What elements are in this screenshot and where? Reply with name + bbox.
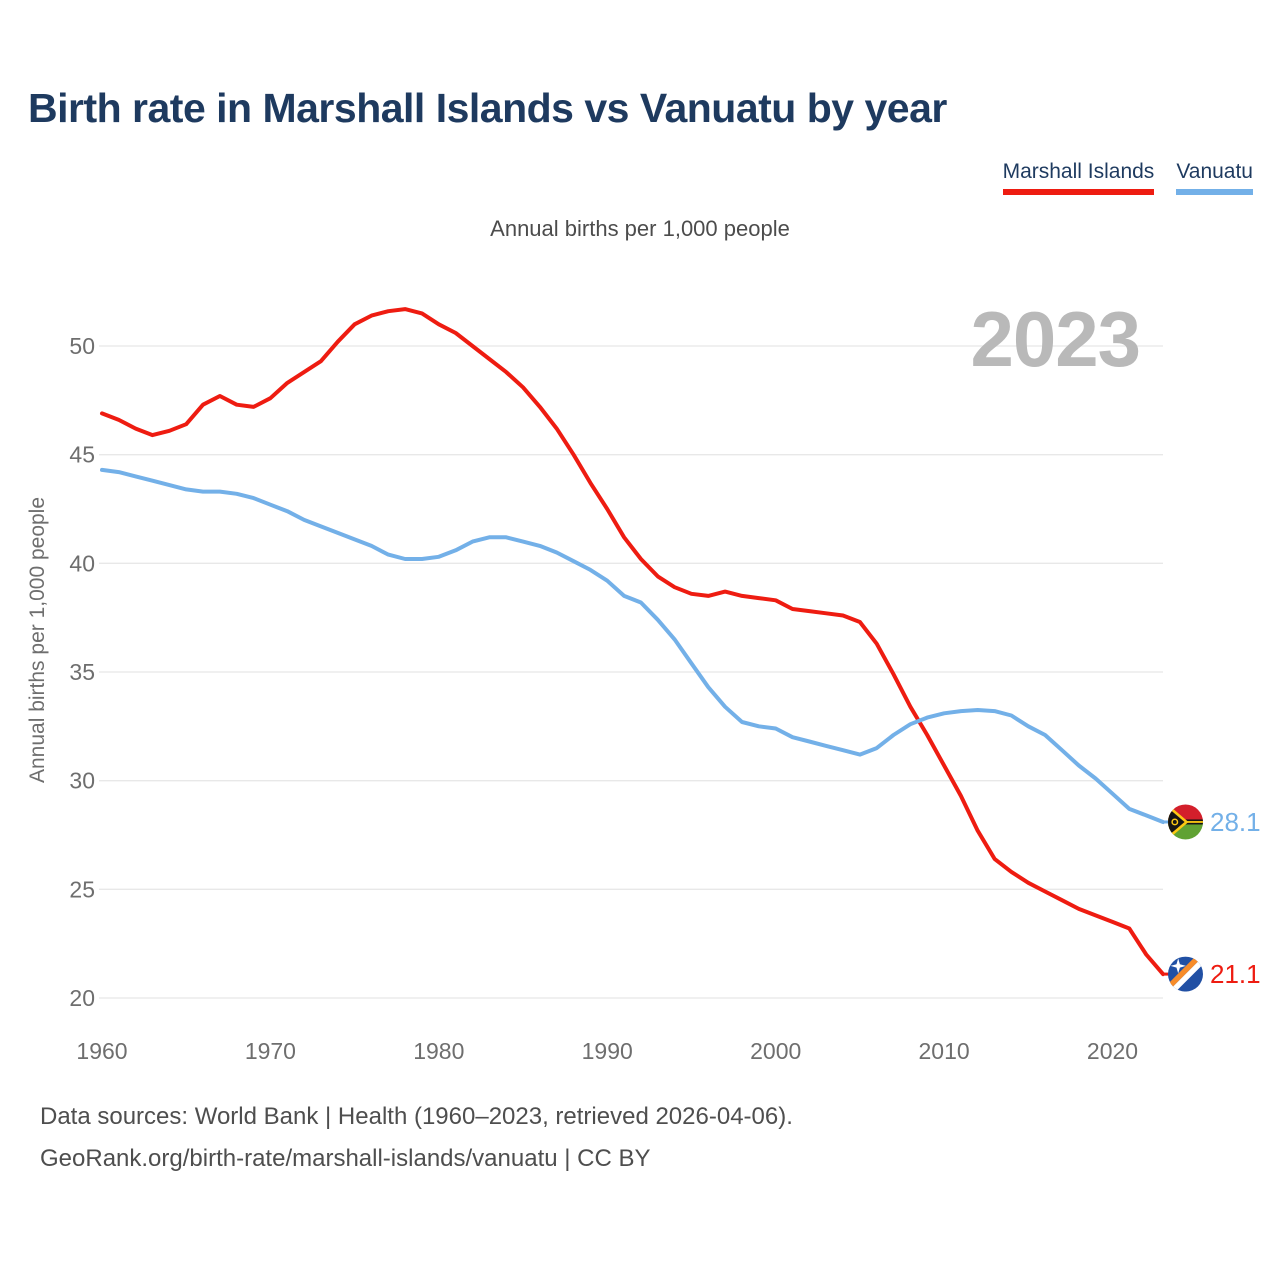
footer-url: GeoRank.org/birth-rate/marshall-islands/… [40,1145,651,1172]
chart-subtitle: Annual births per 1,000 people [490,216,790,241]
watermark-year: 2023 [970,295,1140,383]
x-tick-label: 2010 [919,1038,970,1064]
y-tick-label: 50 [69,333,95,359]
footer-data-sources: Data sources: World Bank | Health (1960–… [40,1103,793,1130]
x-tick-label: 2000 [750,1038,801,1064]
vanuatu-flag-icon [1168,804,1203,840]
y-tick-label: 20 [69,985,95,1011]
legend-item-marshall-islands[interactable]: Marshall Islands [1002,160,1155,195]
x-tick-label: 2020 [1087,1038,1138,1064]
y-tick-label: 45 [69,442,95,468]
series-layer [100,307,1165,977]
legend-item-vanuatu[interactable]: Vanuatu [1176,160,1253,195]
x-tick-label: 1970 [245,1038,296,1064]
x-tick-label: 1990 [582,1038,633,1064]
y-tick-label: 30 [69,768,95,794]
chart-legend: Marshall Islands Vanuatu [1002,160,1253,195]
y-tick-label: 25 [69,876,95,902]
y-tick-label: 40 [69,550,95,576]
gridlines-layer [99,345,1163,999]
series-line-marshall-islands [100,307,1165,977]
marshall-islands-flag-icon [1168,956,1203,992]
y-tick-label: 35 [69,659,95,685]
end-label-marshall-islands: 21.1 [1210,959,1261,989]
x-tick-label: 1960 [76,1038,127,1064]
end-annotations-layer: 21.1 28.1 [1164,804,1261,992]
page-title: Birth rate in Marshall Islands vs Vanuat… [28,85,947,131]
chart-footer: Data sources: World Bank | Health (1960–… [40,1096,793,1180]
series-line-vanuatu [100,467,1165,824]
axis-ticks-layer: 20 25 30 35 40 45 50 1960 1970 1980 1990 2000 2010 20… [69,333,1138,1064]
end-label-vanuatu: 28.1 [1210,807,1261,837]
x-tick-label: 1980 [413,1038,464,1064]
y-axis-title: Annual births per 1,000 people [26,497,49,783]
